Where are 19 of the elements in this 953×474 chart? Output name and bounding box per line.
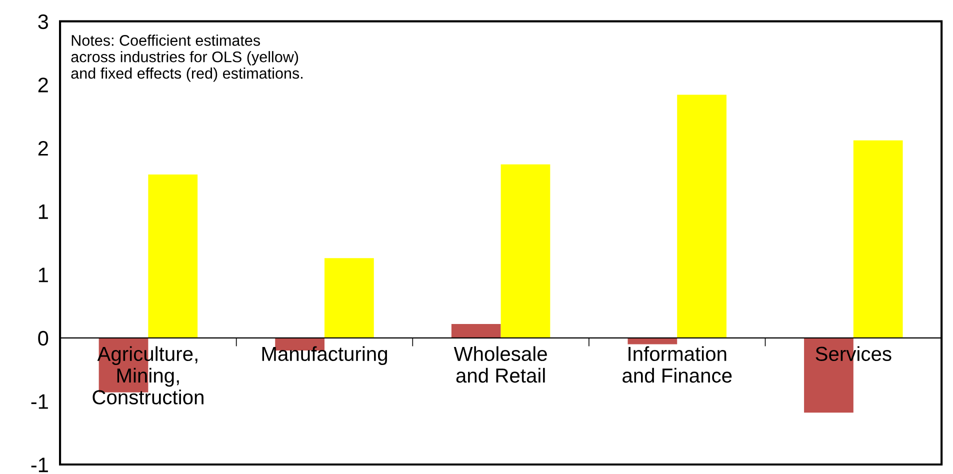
bar xyxy=(500,164,550,338)
bar xyxy=(148,174,198,338)
y-tick-label: 1 xyxy=(38,204,48,219)
y-tick-label: 3 xyxy=(38,14,48,30)
x-tick-label: Manufacturing xyxy=(262,346,388,365)
y-tick-label: 0 xyxy=(38,330,48,346)
bar xyxy=(324,258,374,338)
bar xyxy=(451,324,501,338)
annotation: Notes: Coefficient estimates across industries for OLS (yellow) and fixed effects (red) estimations. xyxy=(71,34,302,82)
x-tick-label: Information and Finance xyxy=(622,346,732,383)
bar xyxy=(853,140,903,338)
y-tick-label: 2 xyxy=(38,140,48,156)
y-tick-label: 2 xyxy=(38,78,48,92)
y-tick-label: -1 xyxy=(31,458,48,472)
y-tick-label: 1 xyxy=(38,268,48,282)
y-tick-label: -1 xyxy=(31,394,48,409)
x-tick-label: Wholesale and Retail xyxy=(454,346,547,383)
x-tick-label: Services xyxy=(816,346,892,362)
bar xyxy=(677,94,726,338)
